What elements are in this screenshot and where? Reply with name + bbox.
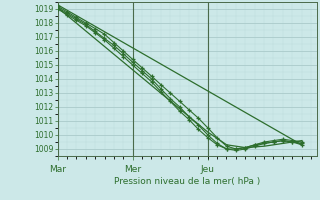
X-axis label: Pression niveau de la mer( hPa ): Pression niveau de la mer( hPa ) (114, 177, 260, 186)
